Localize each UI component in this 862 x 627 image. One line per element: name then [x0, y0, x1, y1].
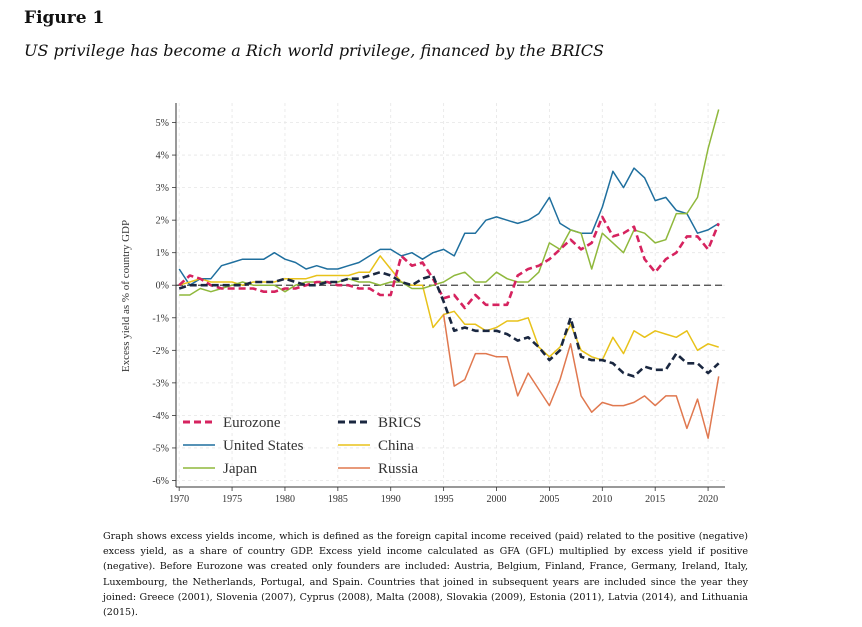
series-line-china	[178, 255, 719, 361]
series-layer	[178, 109, 720, 439]
legend-label-brics: BRICS	[378, 415, 421, 431]
x-tick-label: 2010	[592, 494, 612, 505]
y-tick-label: -1%	[152, 313, 169, 324]
y-tick-label: 4%	[156, 151, 169, 162]
x-tick-label: 1995	[434, 494, 454, 505]
y-tick-label: -2%	[152, 346, 169, 357]
legend: Eurozone BRICS United States China Japan Russ…	[183, 415, 421, 477]
grid-layer	[176, 103, 725, 487]
legend-label-united-states: United States	[223, 438, 304, 454]
y-tick-label: 5%	[156, 118, 169, 129]
y-tick-label: -6%	[152, 476, 169, 487]
y-tick-label: -4%	[152, 411, 169, 422]
y-tick-label: -3%	[152, 378, 169, 389]
y-tick-label: 0%	[156, 281, 169, 292]
line-chart: 5% 4% 3% 2% 1% 0% -1% -2% -3% -4% -5% -6%1970 1975 19…	[120, 103, 725, 505]
series-line-brics	[178, 270, 720, 378]
figure-title: US privilege has become a Rich world pri…	[24, 41, 605, 60]
legend-label-china: China	[378, 438, 414, 454]
y-axis-label: Excess yield as % of country GDP	[120, 220, 132, 372]
x-tick-label: 1990	[381, 494, 401, 505]
x-tick-label: 1980	[275, 494, 295, 505]
series-line-russia	[442, 314, 720, 439]
series-line-united-states	[178, 167, 720, 286]
x-tick-label: 1970	[169, 494, 189, 505]
x-tick-label: 1975	[222, 494, 242, 505]
y-tick-label: 2%	[156, 216, 169, 227]
y-tick-label: -5%	[152, 443, 169, 454]
x-tick-label: 1985	[328, 494, 348, 505]
figure-caption: Graph shows excess yields income, which …	[103, 531, 748, 619]
x-tick-label: 2005	[539, 494, 559, 505]
series-line-japan	[179, 109, 720, 296]
legend-label-russia: Russia	[378, 461, 418, 477]
axis-layer: 5% 4% 3% 2% 1% 0% -1% -2% -3% -4% -5% -6%1970 1975 19…	[152, 103, 725, 505]
x-tick-label: 2020	[698, 494, 718, 505]
series-line-eurozone	[178, 215, 720, 310]
legend-label-eurozone: Eurozone	[223, 415, 281, 431]
figure-label: Figure 1	[24, 8, 105, 28]
y-tick-label: 3%	[156, 183, 169, 194]
y-tick-label: 1%	[156, 248, 169, 259]
x-tick-label: 2000	[487, 494, 507, 505]
legend-label-japan: Japan	[223, 461, 258, 477]
x-tick-label: 2015	[645, 494, 665, 505]
